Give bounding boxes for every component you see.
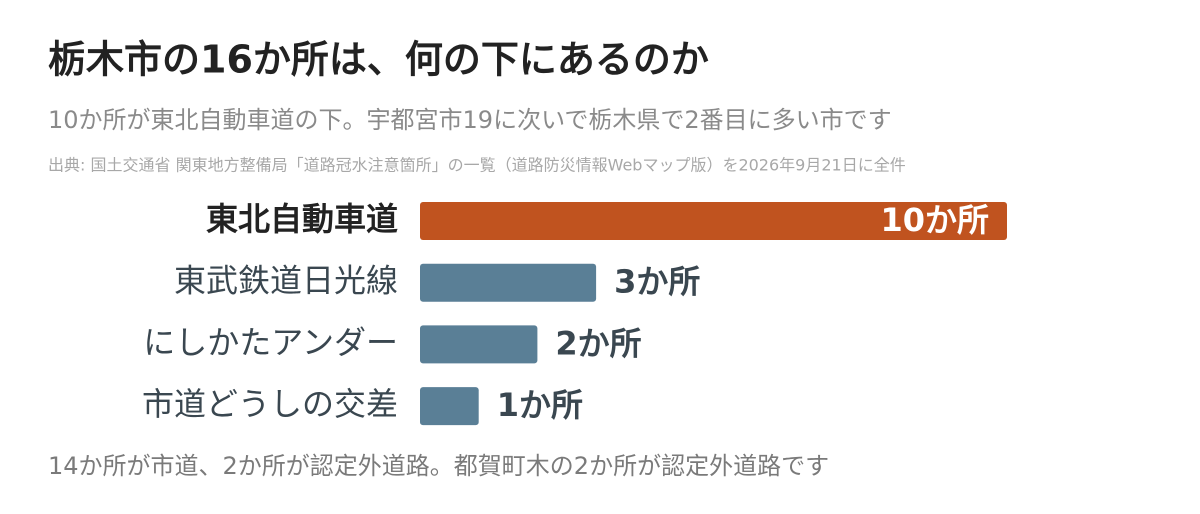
category-label: 東武鉄道日光線: [174, 262, 398, 300]
source: 出典: 国土交通省 関東地方整備局「道路冠水注意箇所」の一覧（道路防災情報Web…: [48, 156, 906, 175]
bar: [420, 202, 1007, 240]
bar: [420, 325, 538, 364]
category-label: にしかたアンダー: [143, 323, 398, 361]
chart-subtitle: 10か所が東北自動車道の下。宇都宮市19に次いで栃木県で2番目に多い市です: [48, 106, 892, 134]
value-label: 1か所: [497, 386, 583, 424]
chart-title: 栃木市の16か所は、何の下にあるのか: [48, 38, 709, 82]
bar: [420, 387, 479, 426]
value-label: 10か所: [880, 201, 989, 239]
note: 14か所が市道、2か所が認定外道路。都賀町木の2か所が認定外道路です: [48, 452, 829, 480]
bar: [420, 263, 597, 302]
category-label: 東北自動車道: [206, 200, 398, 238]
value-label: 2か所: [555, 324, 641, 362]
value-label: 3か所: [614, 263, 700, 301]
category-label: 市道どうしの交差: [142, 385, 398, 423]
